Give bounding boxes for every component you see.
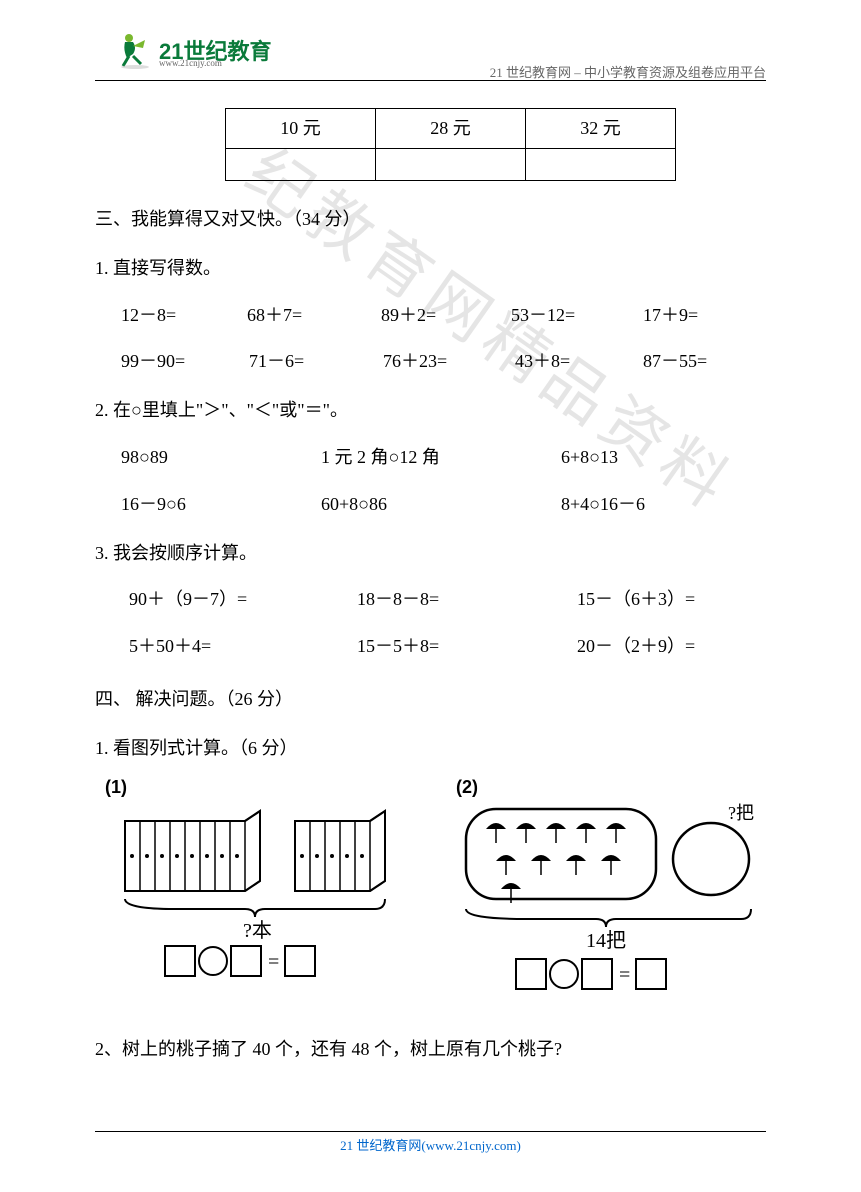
- price-cell: 28 元: [376, 109, 526, 149]
- item-label: 3. 我会按顺序计算。: [95, 539, 766, 568]
- figure-label: (2): [456, 773, 766, 802]
- equation: 18－8－8=: [357, 585, 577, 614]
- equation: 90＋（9－7）=: [129, 585, 357, 614]
- equation: 16－9○6: [121, 490, 321, 519]
- footer-divider: [95, 1131, 766, 1132]
- equation-row: 12－8=68＋7=89＋2=53－12=17＋9=: [121, 301, 766, 330]
- header-right-text: 21 世纪教育网 – 中小学教育资源及组卷应用平台: [490, 62, 766, 81]
- item-label: 1. 看图列式计算。（6 分）: [95, 734, 766, 763]
- equation-row: 90＋（9－7）=18－8－8=15－（6＋3）=: [129, 585, 766, 614]
- figure-2: (2): [456, 773, 766, 1006]
- section-4: 四、 解决问题。（26 分） 1. 看图列式计算。（6 分） (1): [95, 685, 766, 1064]
- equation: 87－55=: [643, 347, 743, 376]
- figure-label: (1): [105, 773, 456, 802]
- equation: 1 元 2 角○12 角: [321, 443, 561, 472]
- table-row: 10 元 28 元 32 元: [226, 109, 676, 149]
- equation: 15－（6＋3）=: [577, 585, 737, 614]
- item-3-3: 3. 我会按顺序计算。 90＋（9－7）=18－8－8=15－（6＋3）= 5＋…: [95, 539, 766, 661]
- equation: 76＋23=: [383, 347, 515, 376]
- item-4-1: 1. 看图列式计算。（6 分） (1): [95, 734, 766, 1005]
- equation: 17＋9=: [643, 301, 743, 330]
- equation: 68＋7=: [247, 301, 381, 330]
- svg-text:14把: 14把: [586, 929, 626, 952]
- item-3-1: 1. 直接写得数。 12－8=68＋7=89＋2=53－12=17＋9= 99－…: [95, 254, 766, 376]
- equation-row: 5＋50＋4=15－5＋8=20－（2＋9）=: [129, 632, 766, 661]
- books-illustration: ?本 =: [95, 801, 435, 981]
- equation: 12－8=: [121, 301, 247, 330]
- price-cell: 32 元: [526, 109, 676, 149]
- logo: 21世纪教育 www.21cnjy.com: [115, 30, 271, 70]
- section-3: 三、我能算得又对又快。（34 分） 1. 直接写得数。 12－8=68＋7=89…: [95, 205, 766, 661]
- item-4-2: 2、树上的桃子摘了 40 个，还有 48 个，树上原有几个桃子?: [95, 1035, 766, 1064]
- equation: 99－90=: [121, 347, 249, 376]
- equation-row: 16－9○660+8○868+4○16－6: [121, 490, 766, 519]
- item-3-2: 2. 在○里填上"＞"、"＜"或"＝"。 98○891 元 2 角○12 角6+…: [95, 396, 766, 518]
- footer-text: 21 世纪教育网(www.21cnjy.com): [0, 1135, 861, 1154]
- empty-cell: [376, 149, 526, 181]
- svg-text:=: =: [268, 951, 279, 973]
- equation-row: 98○891 元 2 角○12 角6+8○13: [121, 443, 766, 472]
- question-label: ?本: [243, 919, 272, 942]
- equation: 98○89: [121, 443, 321, 472]
- header-divider: [95, 80, 766, 81]
- svg-text:=: =: [619, 964, 630, 986]
- price-table: 10 元 28 元 32 元: [225, 108, 676, 181]
- item-label: 1. 直接写得数。: [95, 254, 766, 283]
- logo-subtext: www.21cnjy.com: [159, 58, 222, 68]
- umbrellas-illustration: ?把 14把 =: [456, 801, 766, 996]
- table-row: [226, 149, 676, 181]
- item-label: 2、树上的桃子摘了 40 个，还有 48 个，树上原有几个桃子?: [95, 1035, 766, 1064]
- price-cell: 10 元: [226, 109, 376, 149]
- equation: 53－12=: [511, 301, 643, 330]
- empty-cell: [526, 149, 676, 181]
- equation: 43＋8=: [515, 347, 643, 376]
- figure-1: (1): [95, 773, 456, 1006]
- equation: 89＋2=: [381, 301, 511, 330]
- equation: 71－6=: [249, 347, 383, 376]
- equation: 8+4○16－6: [561, 490, 711, 519]
- equation: 15－5＋8=: [357, 632, 577, 661]
- section-title: 三、我能算得又对又快。（34 分）: [95, 205, 766, 234]
- svg-text:?把: ?把: [728, 803, 754, 823]
- page-header: 21世纪教育 www.21cnjy.com 21 世纪教育网 – 中小学教育资源…: [0, 30, 861, 85]
- logo-icon: [115, 30, 155, 70]
- figures-container: (1): [95, 773, 766, 1006]
- equation: 5＋50＋4=: [129, 632, 357, 661]
- equation: 60+8○86: [321, 490, 561, 519]
- equation: 20－（2＋9）=: [577, 632, 737, 661]
- empty-cell: [226, 149, 376, 181]
- equation-row: 99－90=71－6=76＋23=43＋8=87－55=: [121, 347, 766, 376]
- equation: 6+8○13: [561, 443, 711, 472]
- section-title: 四、 解决问题。（26 分）: [95, 685, 766, 714]
- item-label: 2. 在○里填上"＞"、"＜"或"＝"。: [95, 396, 766, 425]
- page-content: 10 元 28 元 32 元 三、我能算得又对又快。（34 分） 1. 直接写得…: [95, 100, 766, 1064]
